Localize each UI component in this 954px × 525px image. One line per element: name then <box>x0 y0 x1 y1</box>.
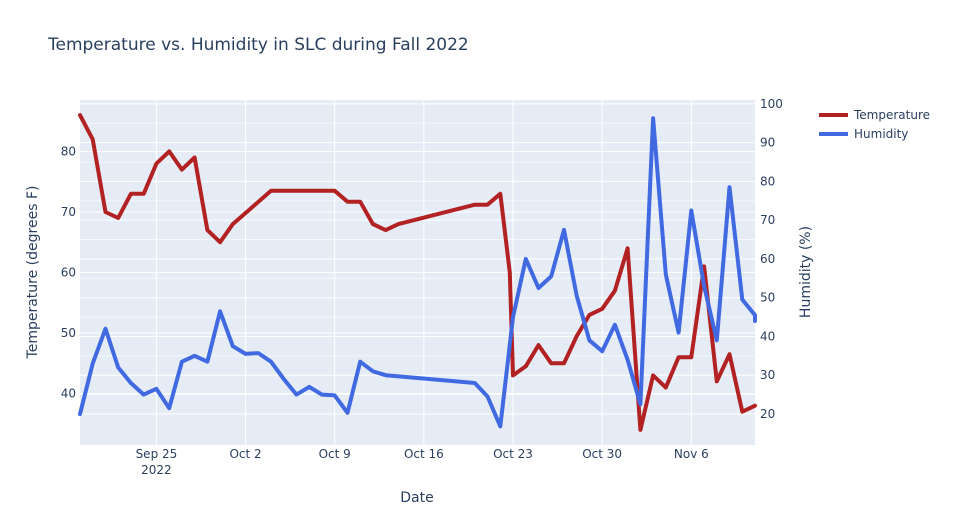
legend-item-humidity[interactable]: Humidity <box>819 127 908 141</box>
x-tick-label: Oct 2 <box>229 447 261 461</box>
x-tick-label: Oct 30 <box>582 447 622 461</box>
series-line-humidity[interactable] <box>78 116 757 429</box>
y2-tick-label: 40 <box>760 329 775 343</box>
x-tick-label: Oct 9 <box>319 447 351 461</box>
series-layer <box>78 113 757 432</box>
y2-tick-label: 90 <box>760 136 775 150</box>
x-axis-title: Date <box>400 490 433 506</box>
gridlines <box>80 100 755 445</box>
tick-labels: Sep 25 2022 Oct 2 Oct 9 Oct 16 Oct 23 Oct 30 No… <box>61 97 783 477</box>
legend[interactable]: Temperature Humidity <box>819 108 930 141</box>
legend-label-temperature: Temperature <box>853 108 930 122</box>
x-tick-label: Oct 23 <box>493 447 533 461</box>
legend-label-humidity: Humidity <box>854 127 908 141</box>
y-tick-label: 60 <box>61 266 76 280</box>
y2-tick-label: 70 <box>760 213 775 227</box>
y-axis-title: Temperature (degrees F) <box>25 186 41 360</box>
x-tick-label: Sep 25 <box>136 447 178 461</box>
y2-tick-label: 60 <box>760 252 775 266</box>
legend-item-temperature[interactable]: Temperature <box>819 108 930 122</box>
y-tick-label: 50 <box>61 326 76 340</box>
y2-tick-label: 80 <box>760 174 775 188</box>
y-tick-label: 70 <box>61 205 76 219</box>
y2-tick-label: 100 <box>760 97 783 111</box>
y-tick-label: 80 <box>61 144 76 158</box>
chart-title: Temperature vs. Humidity in SLC during F… <box>47 35 469 55</box>
y-tick-label: 40 <box>61 387 76 401</box>
y2-tick-label: 20 <box>760 407 775 421</box>
y2-axis-title: Humidity (%) <box>798 226 814 318</box>
x-tick-label: Nov 6 <box>674 447 709 461</box>
y2-tick-label: 30 <box>760 368 775 382</box>
y2-tick-label: 50 <box>760 291 775 305</box>
x-tick-label: Oct 16 <box>404 447 444 461</box>
series-line-temperature[interactable] <box>78 113 757 432</box>
x-tick-year-label: 2022 <box>141 463 172 477</box>
